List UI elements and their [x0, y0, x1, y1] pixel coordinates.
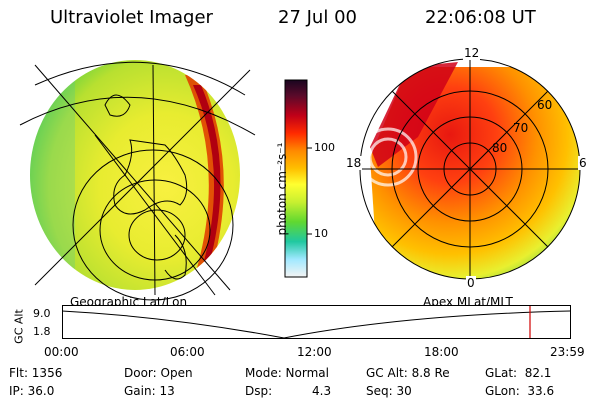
mlt-label-18: 18	[345, 156, 363, 170]
apex-polar-image	[356, 55, 584, 283]
mlt-label-0: 0	[466, 276, 476, 290]
status-seq: Seq: 30	[366, 384, 412, 398]
mlt-label-12: 12	[463, 46, 481, 60]
altitude-plot	[61, 305, 571, 339]
x-tick-1200: 12:00	[297, 345, 332, 359]
geographic-image	[19, 60, 256, 301]
status-gain: Gain: 13	[124, 384, 175, 398]
mlat-label-70: 70	[513, 121, 529, 135]
x-tick-1800: 18:00	[424, 345, 459, 359]
status-ip: IP: 36.0	[9, 384, 55, 398]
colorbar-unit-label: photon cm⁻²s⁻¹	[275, 142, 289, 236]
instrument-title: Ultraviolet Imager	[50, 7, 213, 28]
mlt-label-6: 6	[578, 156, 588, 170]
mlat-label-80: 80	[492, 141, 508, 155]
altitude-tick-low: 1.8	[33, 325, 51, 338]
status-dsp-label: Dsp:	[245, 384, 273, 398]
status-glat: GLat: 82.1	[485, 366, 552, 380]
colorbar-tick-10: 10	[314, 227, 328, 240]
colorbar	[284, 79, 312, 278]
status-gc-alt: GC Alt: 8.8 Re	[366, 366, 450, 380]
altitude-tick-high: 9.0	[33, 307, 51, 320]
date-label: 27 Jul 00	[278, 7, 357, 28]
x-tick-2359: 23:59	[550, 345, 585, 359]
x-tick-0000: 00:00	[44, 345, 79, 359]
x-tick-0600: 06:00	[170, 345, 205, 359]
status-mode: Mode: Normal	[245, 366, 329, 380]
status-door: Door: Open	[124, 366, 193, 380]
status-dsp-value: 4.3	[312, 384, 332, 398]
status-glon: GLon: 33.6	[485, 384, 555, 398]
mlat-label-60: 60	[537, 98, 553, 112]
time-label: 22:06:08 UT	[425, 7, 536, 28]
colorbar-tick-100: 100	[314, 141, 335, 154]
status-flt: Flt: 1356	[9, 366, 63, 380]
altitude-axis-label: GC Alt	[12, 309, 26, 344]
